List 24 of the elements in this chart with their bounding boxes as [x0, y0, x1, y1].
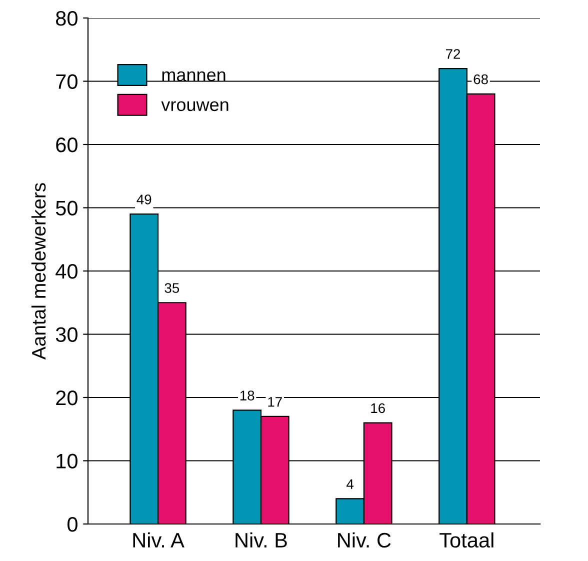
y-tick-label: 50: [56, 200, 78, 216]
legend-label: mannen: [162, 71, 226, 82]
y-tick-label: 10: [56, 454, 78, 469]
data-label: 4: [346, 479, 354, 489]
data-label: 49: [136, 194, 152, 204]
y-axis-title: Aantal medewerkers: [31, 183, 46, 360]
y-tick-label: 70: [56, 74, 78, 90]
y-tick-label: 60: [56, 138, 78, 152]
x-tick-label: Niv. A: [133, 532, 184, 548]
x-tick-label: Niv. C: [338, 532, 391, 548]
y-tick-label: 20: [56, 390, 78, 406]
x-tick-label: Totaal: [440, 532, 494, 548]
data-label: 72: [446, 49, 460, 59]
x-tick-label: Niv. B: [236, 532, 287, 548]
data-label: 17: [268, 397, 282, 407]
data-label: 68: [474, 74, 488, 84]
y-tick-label: 80: [56, 11, 78, 26]
y-tick-label: 0: [68, 517, 78, 532]
y-tick-label: 30: [56, 327, 78, 342]
legend-label: vrouwen: [161, 101, 228, 112]
data-label: 18: [240, 390, 254, 400]
y-tick-label: 40: [56, 264, 78, 279]
data-label: 16: [371, 403, 385, 414]
data-label: 35: [164, 283, 180, 293]
